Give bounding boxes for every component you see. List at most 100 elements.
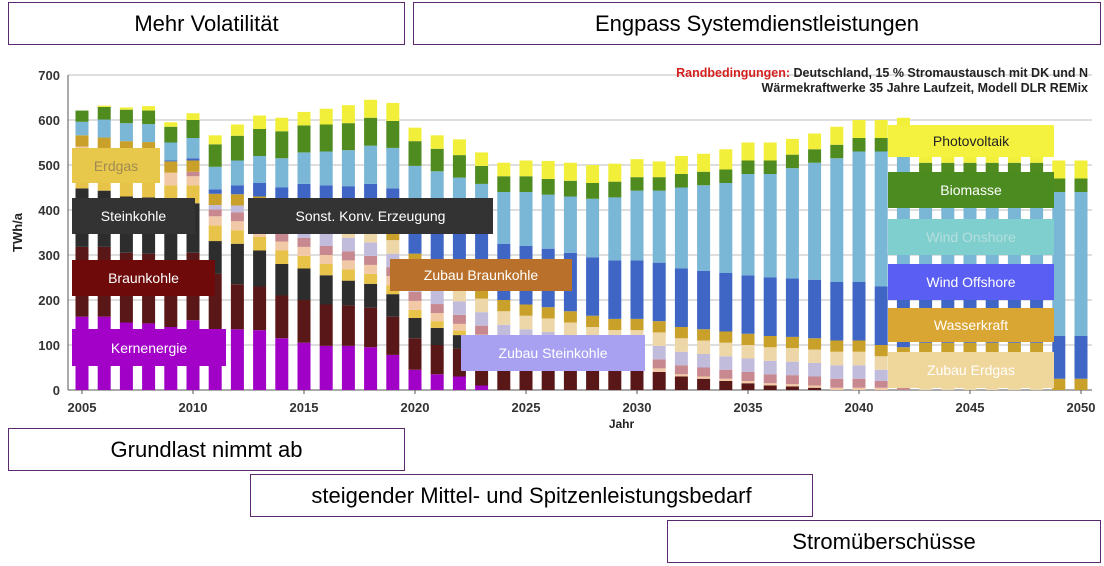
- bar-sonst-2037: [785, 384, 799, 387]
- bar-photovoltaik-2028: [586, 165, 600, 183]
- bottom-grundlast-text: Grundlast nimmt ab: [110, 436, 303, 462]
- bar-biomasse-2026: [541, 178, 555, 195]
- bar-kernenergie-2019: [386, 354, 400, 390]
- bar-braunkohle-2030: [630, 369, 644, 390]
- label-zubau-steinkohle: Zubau Steinkohle: [461, 335, 645, 371]
- bar-sonst-2011: [208, 216, 222, 226]
- bar-zubau_erdgas-2027: [563, 322, 577, 336]
- bar-biomasse-2018: [364, 117, 378, 146]
- bar-photovoltaik-2008: [142, 106, 156, 111]
- bottom-stromueberschuesse: Stromüberschüsse: [667, 520, 1101, 563]
- label-zubau-braunkohle: Zubau Braunkohle: [390, 259, 572, 291]
- bar-wasserkraft-2007: [119, 141, 133, 153]
- bar-wind_onshore-2038: [808, 162, 822, 280]
- bar-zubau_steinkohle-2023: [475, 312, 489, 326]
- bar-photovoltaik-2049: [1052, 160, 1066, 179]
- bar-wind_offshore-2041: [874, 286, 888, 345]
- bar-zubau_steinkohle-2024: [497, 324, 511, 339]
- bar-wind_onshore-2020: [408, 165, 422, 209]
- bar-wasserkraft-2040: [852, 340, 866, 352]
- label-wasserkraft-text: Wasserkraft: [933, 317, 1009, 333]
- bar-photovoltaik-2050: [1074, 160, 1088, 179]
- x-tick-label: 2050: [1067, 400, 1096, 415]
- bar-sonst-2032: [674, 374, 688, 377]
- bar-zubau_braunkohle-2017: [341, 251, 355, 261]
- x-tick-label: 2005: [68, 400, 97, 415]
- label-zubau-erdgas: Zubau Erdgas: [888, 352, 1054, 388]
- label-wasserkraft: Wasserkraft: [888, 308, 1054, 342]
- bar-zubau_steinkohle-2017: [341, 237, 355, 252]
- bar-kernenergie-2022: [452, 376, 466, 390]
- y-tick-label: 200: [38, 293, 60, 308]
- bar-zubau_braunkohle-2021: [430, 304, 444, 314]
- bar-zubau_steinkohle-2038: [808, 363, 822, 377]
- bar-zubau_erdgas-2040: [852, 351, 866, 366]
- bar-zubau_braunkohle-2023: [475, 325, 489, 335]
- bar-photovoltaik-2032: [674, 156, 688, 174]
- bar-wind_offshore-2031: [652, 262, 666, 322]
- bar-zubau_steinkohle-2035: [741, 358, 755, 372]
- bar-wasserkraft-2023: [475, 287, 489, 299]
- header-engpass-text: Engpass Systemdienstleistungen: [594, 10, 920, 36]
- bar-photovoltaik-2014: [275, 117, 289, 132]
- bar-braunkohle-2016: [319, 304, 333, 346]
- bar-biomasse-2016: [319, 124, 333, 152]
- bar-zubau_braunkohle-2038: [808, 376, 822, 386]
- bar-photovoltaik-2041: [874, 120, 888, 138]
- bar-sonst-2010: [186, 176, 200, 186]
- bar-photovoltaik-2021: [430, 135, 444, 149]
- bar-zubau_braunkohle-2022: [452, 314, 466, 324]
- bar-biomasse-2033: [697, 171, 711, 186]
- bar-sonst-2033: [697, 376, 711, 379]
- bar-wind_offshore-2028: [586, 257, 600, 316]
- x-tick-label: 2035: [734, 400, 763, 415]
- bar-biomasse-2005: [75, 110, 89, 122]
- y-tick-label: 700: [38, 68, 60, 83]
- label-erdgas: Erdgas: [72, 148, 160, 183]
- bar-biomasse-2010: [186, 120, 200, 138]
- bar-braunkohle-2038: [808, 387, 822, 390]
- bar-biomasse-2022: [452, 155, 466, 178]
- bar-kernenergie-2017: [341, 345, 355, 390]
- bar-wind_offshore-2033: [697, 270, 711, 330]
- bar-photovoltaik-2019: [386, 102, 400, 121]
- bar-wind_offshore-2038: [808, 279, 822, 339]
- bar-zubau_steinkohle-2012: [230, 205, 244, 213]
- bar-photovoltaik-2040: [852, 120, 866, 138]
- bar-biomasse-2014: [275, 131, 289, 159]
- bar-biomasse-2050: [1074, 178, 1088, 192]
- bar-wind_onshore-2050: [1074, 192, 1088, 336]
- bar-photovoltaik-2013: [253, 115, 267, 129]
- bar-steinkohle-2012: [230, 243, 244, 285]
- bar-erdgas-2022: [452, 330, 466, 336]
- bar-wind_onshore-2033: [697, 185, 711, 271]
- bar-photovoltaik-2010: [186, 113, 200, 120]
- bar-sonst-2038: [808, 385, 822, 388]
- bar-wind_onshore-2014: [275, 158, 289, 188]
- label-wind-offshore-text: Wind Offshore: [926, 274, 1016, 290]
- header-mehr-volatilitaet: Mehr Volatilität: [8, 2, 405, 45]
- bar-zubau_steinkohle-2016: [319, 232, 333, 246]
- bar-zubau_braunkohle-2039: [830, 378, 844, 388]
- bar-erdgas-2015: [297, 255, 311, 269]
- bar-wasserkraft-2005: [75, 135, 89, 147]
- label-sonst-konv-text: Sonst. Konv. Erzeugung: [295, 208, 446, 224]
- bar-braunkohle-2036: [763, 385, 777, 390]
- bar-biomasse-2020: [408, 141, 422, 166]
- y-tick-label: 300: [38, 248, 60, 263]
- bar-biomasse-2011: [208, 144, 222, 167]
- bar-zubau_erdgas-2038: [808, 349, 822, 363]
- bar-photovoltaik-2030: [630, 159, 644, 178]
- bar-biomasse-2023: [475, 165, 489, 184]
- bar-biomasse-2049: [1052, 178, 1066, 192]
- bar-biomasse-2013: [253, 129, 267, 156]
- bottom-grundlast: Grundlast nimmt ab: [8, 428, 405, 471]
- bar-zubau_erdgas-2039: [830, 351, 844, 366]
- bar-sonst-2012: [230, 221, 244, 231]
- bar-photovoltaik-2031: [652, 161, 666, 178]
- bar-wind_onshore-2034: [719, 183, 733, 273]
- bar-sonst-2031: [652, 368, 666, 372]
- bar-wind_offshore-2049: [1052, 336, 1066, 379]
- bar-wind_onshore-2007: [119, 123, 133, 142]
- bar-wind_onshore-2035: [741, 174, 755, 276]
